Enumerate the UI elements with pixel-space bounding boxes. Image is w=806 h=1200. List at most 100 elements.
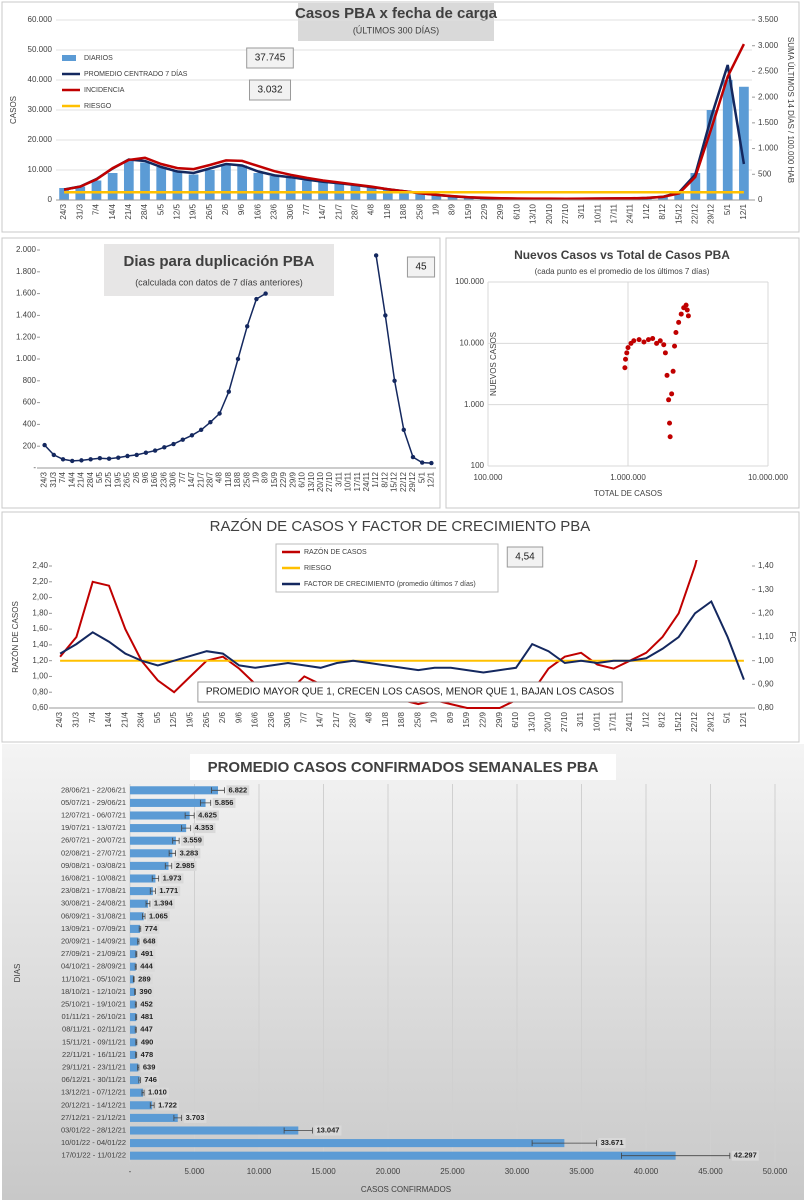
point bbox=[684, 307, 690, 313]
point bbox=[623, 356, 629, 362]
marker bbox=[180, 437, 185, 442]
point bbox=[624, 350, 630, 356]
chart-subtitle: (cada punto es el promedio de los último… bbox=[535, 267, 710, 276]
marker bbox=[217, 411, 222, 416]
axis-title: NUEVOS CASOS bbox=[489, 332, 498, 396]
marker bbox=[70, 458, 75, 464]
x-tick-label: 1/9 bbox=[252, 471, 261, 483]
x-tick-label: 7/4 bbox=[58, 471, 67, 483]
x-tick-label: 21/4 bbox=[77, 471, 86, 487]
x-tick-label: 8/9 bbox=[261, 471, 270, 483]
point bbox=[645, 337, 651, 343]
x-tick-label: 45.000 bbox=[698, 1167, 723, 1176]
error-bar bbox=[172, 837, 180, 844]
x-tick-label: 14/7 bbox=[318, 203, 327, 219]
bar bbox=[130, 1000, 136, 1009]
value-label: 444 bbox=[140, 962, 153, 971]
bar bbox=[140, 162, 150, 200]
value-label-bg bbox=[183, 1112, 207, 1123]
error-bar bbox=[184, 812, 195, 819]
x-tick-label: 31/3 bbox=[75, 203, 84, 219]
point bbox=[657, 338, 663, 344]
bar bbox=[130, 1101, 153, 1110]
title-box bbox=[298, 3, 494, 41]
bar bbox=[285, 177, 296, 200]
value-label-bg bbox=[142, 923, 160, 934]
y2-tick-label: 1,30 bbox=[758, 585, 774, 594]
point bbox=[672, 343, 678, 349]
x-tick-label: 16/6 bbox=[251, 711, 260, 727]
bar bbox=[130, 912, 144, 921]
marker bbox=[226, 389, 231, 394]
chart-subtitle: (ÚLTIMOS 300 DÍAS) bbox=[353, 25, 439, 35]
x-tick-label: 6/10 bbox=[512, 203, 521, 219]
marker bbox=[208, 420, 213, 425]
error-bar bbox=[132, 976, 135, 983]
x-tick-label: 1/12 bbox=[371, 471, 380, 487]
axis-title: TOTAL DE CASOS bbox=[594, 489, 662, 498]
x-tick-label: 22/12 bbox=[690, 203, 699, 224]
error-bar bbox=[134, 1001, 137, 1008]
error-bar bbox=[164, 862, 173, 869]
x-tick-label: 8/9 bbox=[448, 203, 457, 215]
bar bbox=[221, 164, 231, 200]
bar bbox=[130, 1076, 140, 1085]
chart-title: Casos PBA x fecha de carga bbox=[295, 5, 498, 22]
x-tick-label: 14/7 bbox=[187, 471, 196, 487]
value-label-bg bbox=[138, 961, 155, 972]
marker bbox=[60, 457, 66, 462]
value-label-bg bbox=[157, 886, 181, 897]
point bbox=[683, 302, 689, 308]
y-tick-label: 0,80 bbox=[32, 687, 48, 696]
marker bbox=[125, 453, 130, 459]
chart-title: PROMEDIO CASOS CONFIRMADOS SEMANALES PBA bbox=[208, 759, 599, 776]
y-tick-label: 20/12/21 - 14/12/21 bbox=[61, 1100, 126, 1109]
bar bbox=[130, 1113, 178, 1122]
bar bbox=[269, 176, 280, 200]
x-tick-label: 15/12 bbox=[390, 471, 399, 492]
x-tick-label: 15.000 bbox=[311, 1167, 336, 1176]
y-tick-label: 1.000 bbox=[16, 354, 37, 363]
point bbox=[636, 337, 642, 343]
bar bbox=[107, 173, 118, 200]
value-label-bg bbox=[160, 873, 184, 884]
x-tick-label: 2/6 bbox=[221, 203, 230, 215]
y-tick-label: 800 bbox=[23, 376, 37, 385]
value-label-bg bbox=[138, 949, 156, 960]
error-bar bbox=[168, 850, 176, 857]
value-label-bg bbox=[146, 1087, 169, 1098]
value-label-bg bbox=[141, 936, 158, 947]
x-tick-label: 21/7 bbox=[332, 711, 341, 727]
bar bbox=[130, 1139, 565, 1148]
y-tick-label: 2,00 bbox=[32, 593, 48, 602]
bar bbox=[130, 1088, 144, 1097]
x-tick-label: 23/6 bbox=[159, 471, 168, 487]
point bbox=[625, 345, 631, 351]
bar bbox=[130, 874, 156, 883]
chart-subtitle: (calculada con datos de 7 días anteriore… bbox=[135, 277, 303, 287]
error-bar bbox=[283, 1127, 313, 1134]
error-bar bbox=[211, 787, 225, 794]
bar bbox=[690, 173, 701, 200]
bar bbox=[739, 86, 749, 200]
marker bbox=[410, 454, 416, 460]
marker bbox=[51, 452, 57, 458]
annotation: 3.032 bbox=[257, 85, 282, 96]
bar bbox=[130, 962, 136, 971]
y-tick-label: 30.000 bbox=[28, 105, 53, 114]
value-label: 3.703 bbox=[186, 1113, 205, 1122]
line bbox=[59, 599, 745, 680]
y-tick-label: 16/08/21 - 10/08/21 bbox=[61, 873, 126, 882]
title-box bbox=[104, 244, 334, 296]
y2-tick-label: 1,10 bbox=[758, 632, 774, 641]
x-tick-label: 8/9 bbox=[446, 711, 455, 723]
value-label-bg bbox=[226, 785, 250, 796]
y-tick-label: 40.000 bbox=[28, 75, 53, 84]
x-tick-label: 24/11 bbox=[362, 471, 371, 491]
bar bbox=[172, 171, 183, 200]
marker bbox=[263, 291, 268, 296]
legend-swatch bbox=[62, 55, 76, 61]
y-tick-label: 13/09/21 - 07/09/21 bbox=[61, 924, 126, 933]
bar bbox=[463, 197, 474, 200]
x-tick-label: 14/7 bbox=[316, 711, 325, 727]
